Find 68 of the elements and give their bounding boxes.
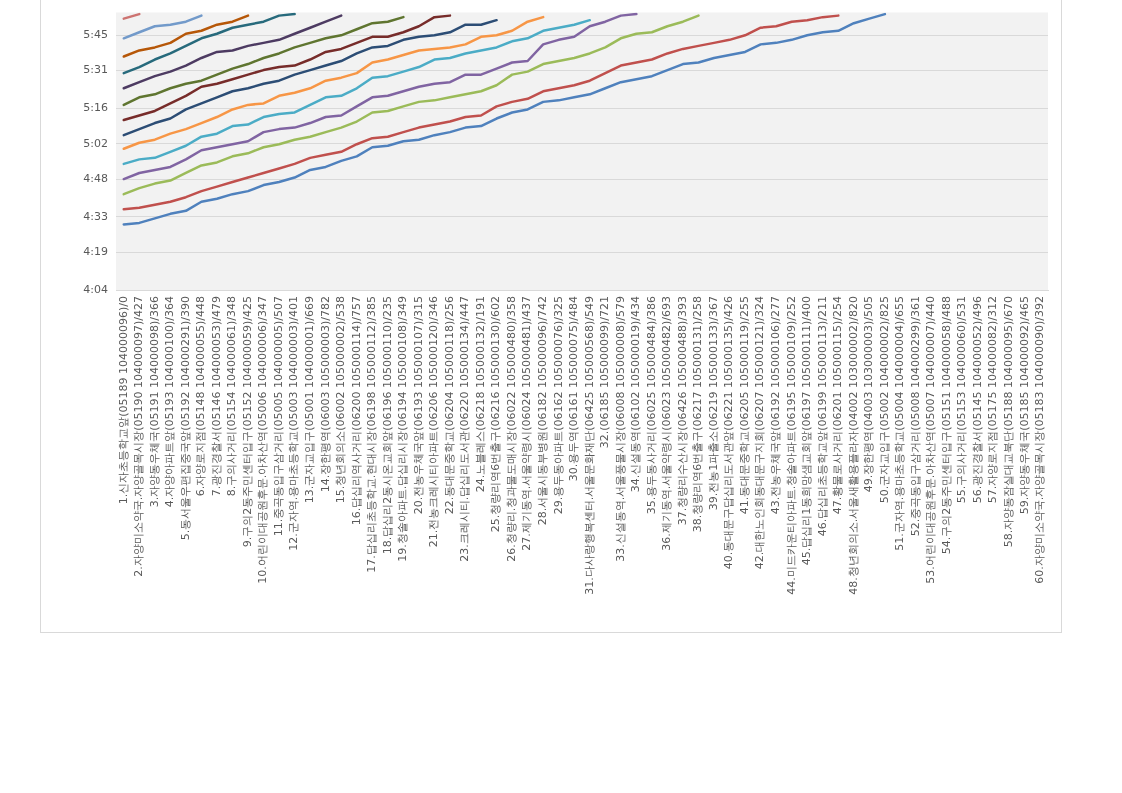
x-tick-label: 34.신설동역(06102 105000019)/434 — [629, 296, 643, 493]
x-tick-label: 43.전농우체국앞(06192 105000106)/277 — [769, 296, 783, 515]
x-tick-label: 51.군자역.용마초등학교(05004 104000004)/655 — [893, 296, 907, 551]
x-tick-label: 57.자양로지점(05175 104000082)/312 — [986, 296, 1000, 504]
x-tick-label: 53.어린이대공원후문.아차산역(05007 104000007)/440 — [924, 296, 938, 584]
x-tick-label: 10.어린이대공원후문.아차산역(05006 104000006)/347 — [256, 296, 270, 584]
x-tick-label: 6.자양로지점(05148 104000055)/448 — [194, 296, 208, 497]
x-tick-label: 5.동서울우편집중국앞(05192 104000291)/390 — [178, 296, 192, 541]
y-tick-label: 5:31 — [83, 63, 108, 77]
x-tick-label: 36.제기동역.서울약령시(06023 105000482)/693 — [660, 296, 674, 551]
x-tick-label: 28.서울시동부병원(06182 105000096)/742 — [536, 296, 550, 526]
x-tick-label: 24.노블레스(06218 105000132)/191 — [473, 296, 487, 493]
x-tick-label: 30.용두역(06161 105000075)/484 — [567, 296, 581, 482]
x-tick-label: 8.구의사거리(05154 104000061)/348 — [225, 296, 239, 497]
x-tick-label: 55.구의사거리(05153 104000060)/531 — [955, 296, 969, 504]
x-tick-label: 58.자양동잠실대교북단(05188 104000095)/670 — [1002, 296, 1016, 548]
x-tick-label: 25.청량리역6번출구(06216 105000130)/602 — [489, 296, 503, 533]
x-tick-label: 37.청량리수산시장(06426 105000488)/393 — [675, 296, 689, 526]
x-tick-label: 39.전농1파출소(06219 105000133)/367 — [706, 296, 720, 511]
x-tick-label: 18.답십리2동시온교회앞(06196 105000110)/235 — [380, 296, 394, 555]
y-tick-label: 4:33 — [83, 209, 108, 223]
x-tick-label: 40.동대문구답십리도서관앞(06221 105000135)/426 — [722, 296, 736, 570]
x-tick-label: 31.다사랑행복센터.서울문화재단(06425 105000568)/549 — [582, 296, 596, 595]
y-tick-label: 5:16 — [83, 101, 108, 115]
x-tick-label: 48.청년회의소.서울새활용플라자(04002 103000002)/820 — [846, 296, 860, 595]
x-tick-label: 59.자양동우체국(05185 104000092)/465 — [1017, 296, 1031, 515]
x-tick-label: 60.자양미소약국.자양골목시장(05183 104000090)/392 — [1033, 296, 1047, 584]
y-tick-label: 4:04 — [83, 282, 108, 296]
x-tick-label: 4.자양아파트앞(05193 104000100)/364 — [163, 296, 177, 508]
x-tick-label: 15.청년회의소(06002 105000002)/538 — [334, 296, 348, 504]
y-tick-label: 5:02 — [83, 136, 108, 150]
x-tick-label: 3.자양동우체국(05191 104000098)/366 — [147, 296, 161, 508]
x-tick-label: 9.구의2동주민센터입구(05152 104000059)/425 — [240, 296, 254, 548]
x-tick-label: 11.중곡동입구삼거리(05005 104000005)/507 — [271, 296, 285, 537]
x-tick-label: 52.중곡동입구삼거리(05008 104000299)/361 — [908, 296, 922, 537]
x-tick-label: 54.구의2동주민센터입구(05151 104000058)/488 — [939, 296, 953, 555]
x-tick-label: 45.답십리1동희망샘교회앞(06197 105000111)/400 — [800, 296, 814, 566]
x-tick-label: 33.신설동역.서울풍물시장(06008 105000008)/579 — [613, 296, 627, 562]
x-tick-label: 14.장한평역(06003 105000003)/782 — [318, 296, 332, 493]
x-tick-label: 27.제기동역.서울약령시(06024 105000481)/437 — [520, 296, 534, 551]
x-tick-label: 21.전농크레시티아파트(06206 105000120)/346 — [427, 296, 441, 548]
x-tick-label: 2.자양미소약국.자양골목시장(05190 104000097)/427 — [132, 296, 146, 577]
x-tick-label: 13.군자교입구(05001 104000001)/669 — [303, 296, 317, 504]
x-tick-label: 44.미드카운티아파트.청솔아파트(06195 105000109)/252 — [784, 296, 798, 595]
x-tick-label: 17.답십리초등학교.현대시장(06198 105000112)/385 — [365, 296, 379, 573]
y-tick-label: 5:45 — [83, 28, 108, 42]
x-tick-label: 1.신자초등학교앞(05189 104000096)/0 — [116, 296, 130, 505]
x-tick-label: 29.용두동아파트(06162 105000076)/325 — [551, 296, 565, 515]
x-tick-label: 56.광진경찰서(05145 104000052)/496 — [970, 296, 984, 504]
x-tick-label: 47.황물로사거리(06201 105000115)/254 — [831, 296, 845, 515]
x-tick-label: 20.전농우체국앞(06193 105000107)/315 — [411, 296, 425, 515]
x-tick-label: 49.장한평역(04003 103000003)/505 — [862, 296, 876, 493]
x-tick-label: 41.동대문중학교(06205 105000119)/255 — [737, 296, 751, 515]
x-tick-label: 19.청솔아파트.답십리시장(06194 105000108)/349 — [396, 296, 410, 562]
x-tick-label: 23.크레시티.답십리도서관(06220 105000134)/447 — [458, 296, 472, 562]
x-tick-label: 42.대한노인회동대문구지회(06207 105000121)/324 — [753, 296, 767, 570]
x-tick-label: 35.용두동사거리(06025 105000484)/386 — [644, 296, 658, 515]
x-tick-label: 50.군자교입구(05002 104000002)/825 — [877, 296, 891, 504]
x-tick-label: 38.청량리역6번출구(06217 105000131)/258 — [691, 296, 705, 533]
x-tick-label: 7.광진경찰서(05146 104000053)/479 — [209, 296, 223, 497]
y-tick-label: 4:19 — [83, 245, 108, 259]
x-tick-label: 16.답십리역사거리(06200 105000114)/757 — [349, 296, 363, 526]
x-tick-label: 46.답십리초등학교앞(06199 105000113)/211 — [815, 296, 829, 537]
y-tick-label: 4:48 — [83, 171, 108, 185]
x-tick-label: 32.(06185 105000099)/721 — [598, 296, 612, 449]
x-tick-label: 22.동대문중학교(06204 105000118)/256 — [442, 296, 456, 515]
x-tick-label: 26.청량리.청과물도매시장(06022 105000480)/358 — [504, 296, 518, 562]
x-tick-label: 12.군자역.용마초등학교(05003 104000003)/401 — [287, 296, 301, 551]
